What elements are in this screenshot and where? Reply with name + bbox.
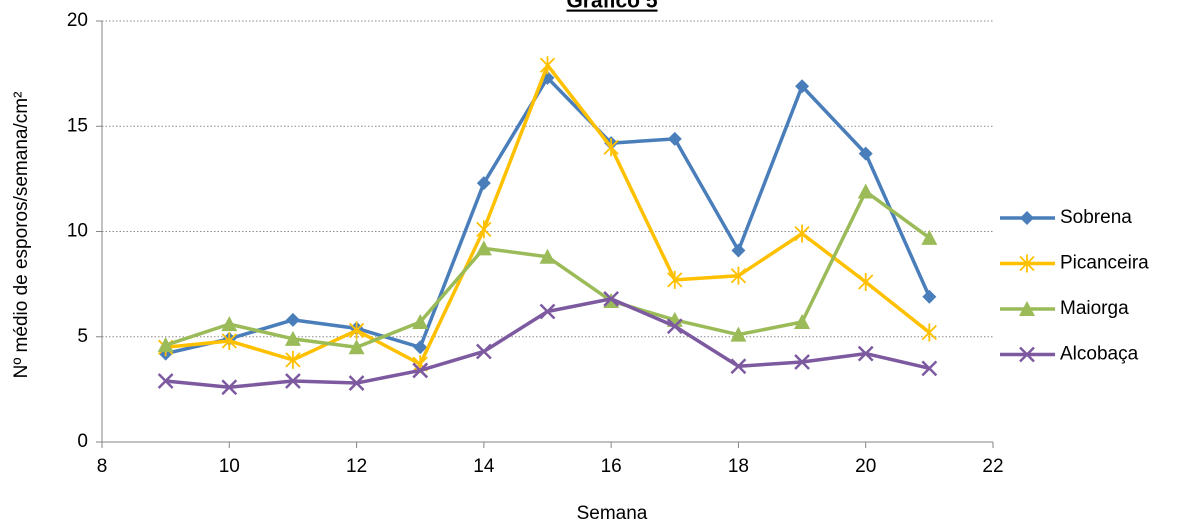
- marker: [795, 79, 810, 94]
- marker: [285, 350, 301, 369]
- marker: [476, 220, 492, 239]
- marker: [922, 289, 937, 304]
- marker: [157, 373, 174, 389]
- marker: [730, 358, 747, 375]
- marker: [157, 337, 174, 353]
- x-tick-label: 8: [97, 456, 108, 477]
- marker: [667, 270, 683, 289]
- marker: [413, 340, 428, 355]
- marker: [857, 183, 874, 199]
- marker: [794, 224, 810, 243]
- legend-marker: [1019, 254, 1035, 273]
- marker: [794, 354, 810, 370]
- marker: [348, 375, 365, 391]
- legend-marker: [1020, 211, 1034, 225]
- marker: [539, 248, 556, 264]
- x-tick-label: 10: [219, 456, 240, 477]
- marker: [221, 316, 238, 332]
- y-tick-label: 10: [67, 221, 88, 242]
- marker: [921, 229, 938, 245]
- legend-marker: [1019, 301, 1035, 316]
- x-tick-label: 20: [855, 456, 876, 477]
- marker: [221, 379, 238, 396]
- x-tick-label: 12: [346, 456, 367, 477]
- marker: [348, 321, 365, 340]
- x-tick-label: 22: [982, 456, 1003, 477]
- marker: [858, 146, 873, 161]
- marker: [221, 331, 237, 350]
- marker: [603, 290, 620, 307]
- legend-label: Alcobaça: [1060, 344, 1139, 365]
- marker: [412, 314, 429, 330]
- marker: [858, 273, 874, 292]
- marker: [412, 362, 429, 379]
- marker: [476, 176, 491, 191]
- marker: [921, 360, 938, 377]
- x-tick-label: 18: [728, 456, 749, 477]
- y-tick-label: 5: [77, 326, 88, 347]
- marker: [794, 314, 811, 330]
- marker: [730, 326, 747, 342]
- marker: [857, 345, 874, 362]
- series-line: [165, 63, 931, 366]
- marker: [730, 266, 747, 285]
- marker: [667, 131, 682, 146]
- marker: [539, 303, 556, 320]
- marker: [603, 138, 619, 157]
- marker: [539, 56, 556, 75]
- x-tick-label: 14: [473, 456, 495, 477]
- marker: [285, 312, 300, 327]
- y-tick-label: 20: [67, 10, 88, 31]
- marker: [284, 330, 301, 346]
- legend-label: Picanceira: [1060, 253, 1149, 274]
- x-axis-label: Semana: [577, 503, 648, 524]
- legend-label: Sobrena: [1060, 207, 1132, 228]
- marker: [666, 318, 683, 335]
- marker: [731, 243, 746, 258]
- legend-label: Maiorga: [1060, 298, 1129, 319]
- marker: [475, 343, 492, 360]
- y-tick-label: 0: [77, 431, 88, 452]
- x-tick-label: 16: [601, 456, 622, 477]
- marker: [921, 323, 937, 342]
- marker: [475, 240, 492, 256]
- y-tick-label: 15: [67, 115, 88, 136]
- marker: [285, 373, 301, 389]
- legend-marker: [1019, 346, 1035, 363]
- marker: [348, 339, 365, 355]
- chart-title: Gráfico 5: [566, 0, 657, 13]
- y-axis-label: Nº médio de esporos/semana/cm²: [11, 92, 32, 379]
